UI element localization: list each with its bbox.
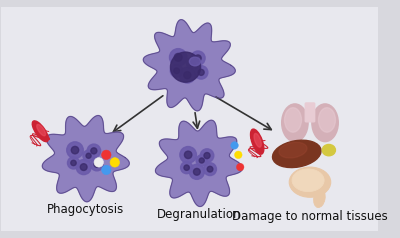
Circle shape [194,66,208,79]
Circle shape [68,157,80,169]
Circle shape [76,159,91,175]
Circle shape [204,163,216,176]
Text: Degranulation: Degranulation [156,208,241,221]
Circle shape [195,55,201,61]
Text: Damage to normal tissues: Damage to normal tissues [232,210,388,223]
Circle shape [174,53,182,61]
Circle shape [204,153,210,159]
Ellipse shape [189,57,200,66]
Circle shape [196,155,207,166]
Circle shape [94,158,104,167]
Circle shape [170,52,200,82]
Circle shape [170,49,187,66]
Circle shape [102,150,111,159]
Ellipse shape [32,121,48,142]
Circle shape [234,151,242,159]
Circle shape [102,165,111,175]
Ellipse shape [289,167,331,197]
Text: Phagocytosis: Phagocytosis [47,203,124,216]
Circle shape [231,142,238,149]
Circle shape [87,144,101,158]
Circle shape [91,148,97,154]
Circle shape [186,57,198,69]
Ellipse shape [279,142,307,158]
Ellipse shape [272,140,321,168]
Circle shape [181,162,193,174]
Circle shape [198,69,204,75]
Circle shape [80,164,87,170]
FancyBboxPatch shape [305,103,315,122]
Circle shape [199,158,204,163]
Polygon shape [156,120,242,207]
Circle shape [200,149,214,162]
Ellipse shape [250,129,264,154]
Ellipse shape [322,144,336,156]
Polygon shape [42,115,129,202]
Circle shape [189,164,204,179]
Polygon shape [143,20,235,111]
Ellipse shape [282,104,308,142]
Circle shape [83,150,94,161]
Ellipse shape [284,108,302,132]
Circle shape [191,51,205,65]
Circle shape [236,163,244,171]
Circle shape [184,72,191,79]
Ellipse shape [254,134,261,147]
Ellipse shape [314,189,325,208]
Circle shape [184,151,192,159]
Circle shape [184,165,189,170]
Ellipse shape [318,108,336,132]
Circle shape [71,146,79,154]
Ellipse shape [37,124,46,136]
Circle shape [71,160,76,166]
Circle shape [110,158,120,167]
Circle shape [90,158,103,171]
FancyBboxPatch shape [0,5,380,233]
Circle shape [207,166,213,172]
Ellipse shape [312,104,338,142]
Circle shape [67,142,83,159]
Circle shape [190,61,195,66]
Circle shape [180,147,196,163]
Circle shape [94,162,100,167]
Circle shape [174,68,180,74]
Circle shape [194,169,200,175]
Circle shape [86,153,91,158]
Ellipse shape [292,169,324,192]
Circle shape [179,67,195,83]
Circle shape [170,64,183,77]
